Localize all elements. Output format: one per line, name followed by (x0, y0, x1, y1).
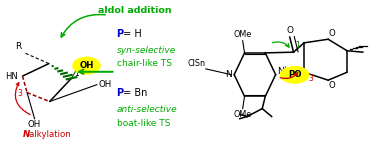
Text: N: N (226, 70, 232, 79)
Text: OMe: OMe (234, 110, 252, 119)
Text: OH: OH (79, 61, 94, 70)
FancyArrowPatch shape (273, 42, 289, 47)
Text: P: P (116, 88, 124, 98)
Text: = Bn: = Bn (121, 88, 148, 98)
Text: OH: OH (99, 80, 112, 89)
Text: +: + (281, 65, 287, 74)
Text: syn-selective: syn-selective (117, 46, 176, 55)
FancyArrowPatch shape (61, 14, 105, 37)
Text: ClSn: ClSn (187, 59, 205, 68)
Ellipse shape (280, 67, 309, 83)
Text: chair-like TS: chair-like TS (117, 59, 172, 68)
Text: -alkylation: -alkylation (27, 130, 72, 139)
Text: O: O (286, 26, 293, 35)
Text: 1: 1 (295, 41, 300, 50)
Text: P: P (116, 29, 124, 39)
Text: anti-selective: anti-selective (117, 105, 177, 114)
Text: aldol addition: aldol addition (98, 6, 171, 14)
FancyArrowPatch shape (280, 73, 298, 78)
Text: OMe: OMe (234, 30, 252, 39)
Text: O: O (329, 29, 336, 38)
Ellipse shape (73, 57, 100, 74)
Text: N: N (23, 130, 31, 139)
Text: OH: OH (28, 120, 41, 129)
FancyArrowPatch shape (15, 83, 30, 115)
Text: O: O (329, 81, 336, 90)
Text: boat-like TS: boat-like TS (117, 119, 170, 128)
Text: = H: = H (121, 29, 142, 39)
Text: 3: 3 (18, 89, 23, 98)
Text: 1: 1 (74, 69, 79, 78)
Text: N: N (277, 67, 284, 76)
Text: 3: 3 (308, 74, 313, 83)
Text: R: R (15, 42, 21, 51)
Text: HN: HN (5, 72, 18, 81)
Text: PO: PO (288, 70, 301, 79)
